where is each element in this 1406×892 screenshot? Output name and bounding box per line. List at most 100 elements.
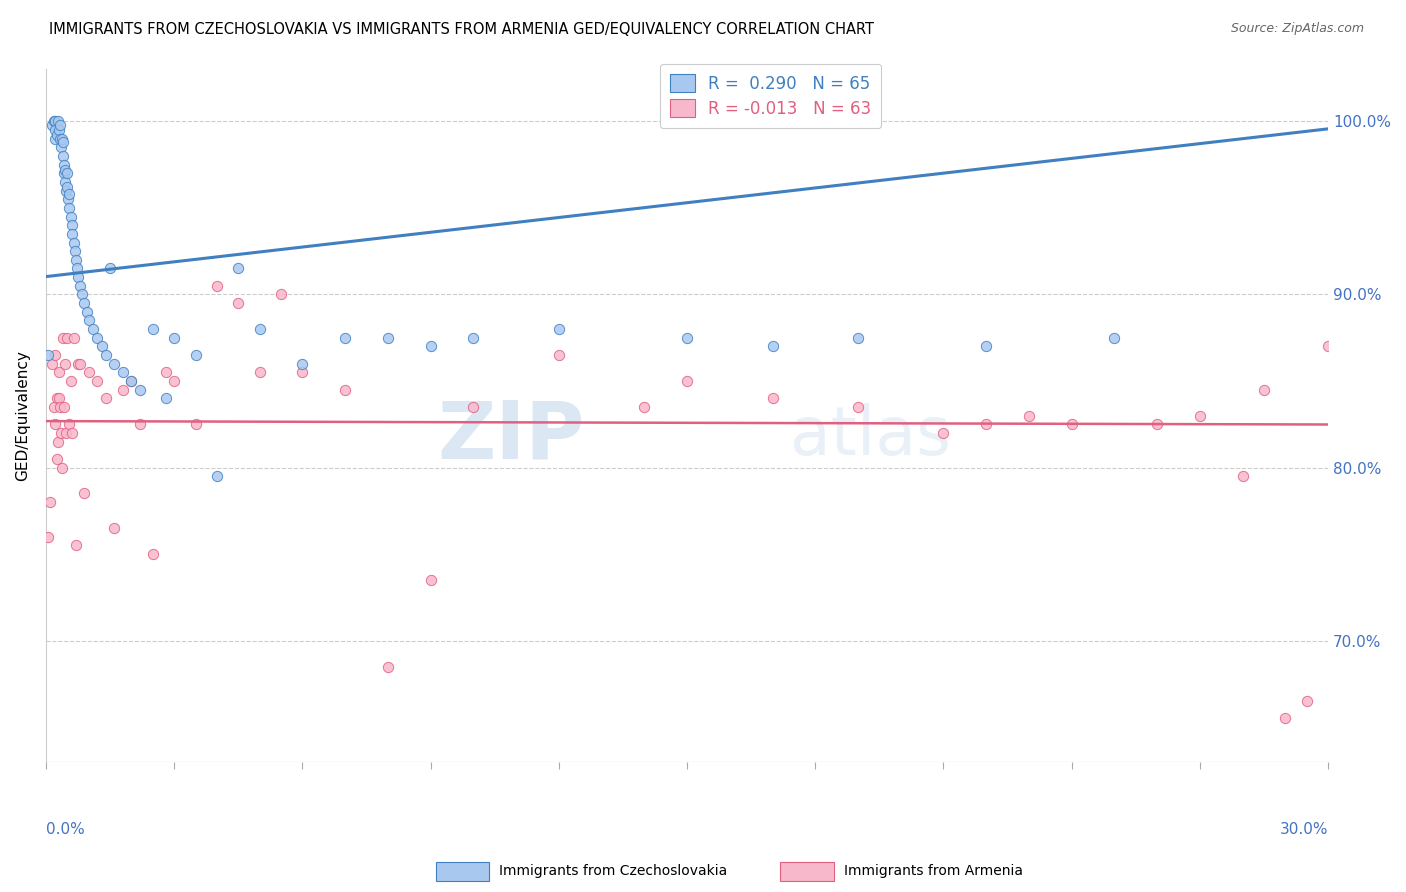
- Point: [205, 469, 228, 483]
- Point: [45, 451, 67, 466]
- Point: [41, 118, 63, 132]
- Text: Immigrants from Armenia: Immigrants from Armenia: [844, 864, 1022, 879]
- Point: [676, 374, 699, 388]
- Point: [52, 331, 75, 345]
- Point: [333, 383, 356, 397]
- Point: [103, 357, 125, 371]
- Y-axis label: GED/Equivalency: GED/Equivalency: [15, 351, 30, 481]
- Point: [155, 365, 177, 379]
- Point: [48, 118, 70, 132]
- Point: [56, 331, 79, 345]
- Point: [53, 162, 76, 177]
- Point: [49, 425, 72, 440]
- Point: [761, 339, 783, 353]
- Text: IMMIGRANTS FROM CZECHOSLOVAKIA VS IMMIGRANTS FROM ARMENIA GED/EQUIVALENCY CORREL: IMMIGRANTS FROM CZECHOSLOVAKIA VS IMMIGR…: [49, 22, 875, 37]
- Point: [633, 400, 655, 414]
- Point: [66, 270, 89, 285]
- Point: [41, 357, 63, 371]
- Point: [974, 339, 997, 353]
- Point: [463, 400, 485, 414]
- Point: [249, 365, 271, 379]
- Text: ZIP: ZIP: [437, 397, 585, 475]
- Point: [932, 425, 955, 440]
- Point: [69, 357, 91, 371]
- Point: [45, 128, 67, 143]
- Point: [65, 538, 87, 552]
- Point: [419, 573, 441, 587]
- Point: [59, 374, 82, 388]
- Point: [51, 131, 73, 145]
- Point: [111, 383, 134, 397]
- Point: [48, 365, 70, 379]
- Point: [39, 495, 62, 509]
- Text: Source: ZipAtlas.com: Source: ZipAtlas.com: [1230, 22, 1364, 36]
- Point: [56, 166, 79, 180]
- Point: [66, 357, 89, 371]
- Point: [377, 659, 399, 673]
- Point: [846, 400, 869, 414]
- Point: [58, 417, 80, 432]
- Point: [37, 530, 59, 544]
- Point: [1295, 694, 1317, 708]
- Point: [291, 357, 314, 371]
- Point: [53, 357, 76, 371]
- Point: [73, 296, 96, 310]
- Legend: R =  0.290   N = 65, R = -0.013   N = 63: R = 0.290 N = 65, R = -0.013 N = 63: [659, 64, 882, 128]
- Point: [1018, 409, 1040, 423]
- Point: [1188, 409, 1211, 423]
- Point: [103, 521, 125, 535]
- Point: [1253, 383, 1275, 397]
- Point: [82, 322, 104, 336]
- Point: [77, 365, 100, 379]
- Text: Immigrants from Czechoslovakia: Immigrants from Czechoslovakia: [499, 864, 727, 879]
- Point: [1104, 331, 1126, 345]
- Point: [44, 123, 66, 137]
- Point: [291, 365, 314, 379]
- Point: [142, 322, 165, 336]
- Text: atlas: atlas: [790, 403, 950, 469]
- Point: [55, 425, 77, 440]
- Point: [44, 131, 66, 145]
- Point: [86, 331, 108, 345]
- Point: [53, 175, 76, 189]
- Point: [90, 339, 112, 353]
- Point: [1274, 711, 1296, 725]
- Point: [46, 114, 69, 128]
- Point: [52, 135, 75, 149]
- Point: [62, 235, 84, 250]
- Point: [1060, 417, 1083, 432]
- Point: [49, 140, 72, 154]
- Point: [44, 114, 66, 128]
- Point: [676, 331, 699, 345]
- Point: [44, 417, 66, 432]
- Point: [120, 374, 142, 388]
- Point: [42, 114, 65, 128]
- Point: [66, 261, 89, 276]
- Point: [249, 322, 271, 336]
- Point: [37, 348, 59, 362]
- Point: [62, 425, 84, 440]
- Point: [86, 374, 108, 388]
- Point: [205, 278, 228, 293]
- Point: [94, 348, 117, 362]
- Point: [846, 331, 869, 345]
- Text: 0.0%: 0.0%: [46, 822, 84, 838]
- Point: [1317, 339, 1340, 353]
- Point: [155, 392, 177, 406]
- Point: [62, 331, 84, 345]
- Point: [111, 365, 134, 379]
- Point: [56, 180, 79, 194]
- Point: [419, 339, 441, 353]
- Point: [463, 331, 485, 345]
- Point: [94, 392, 117, 406]
- Point: [60, 219, 83, 233]
- Point: [120, 374, 142, 388]
- Point: [76, 305, 98, 319]
- Point: [73, 486, 96, 500]
- Point: [547, 322, 569, 336]
- Point: [184, 348, 207, 362]
- Point: [48, 123, 70, 137]
- Point: [62, 227, 84, 241]
- Point: [1146, 417, 1168, 432]
- Point: [51, 460, 73, 475]
